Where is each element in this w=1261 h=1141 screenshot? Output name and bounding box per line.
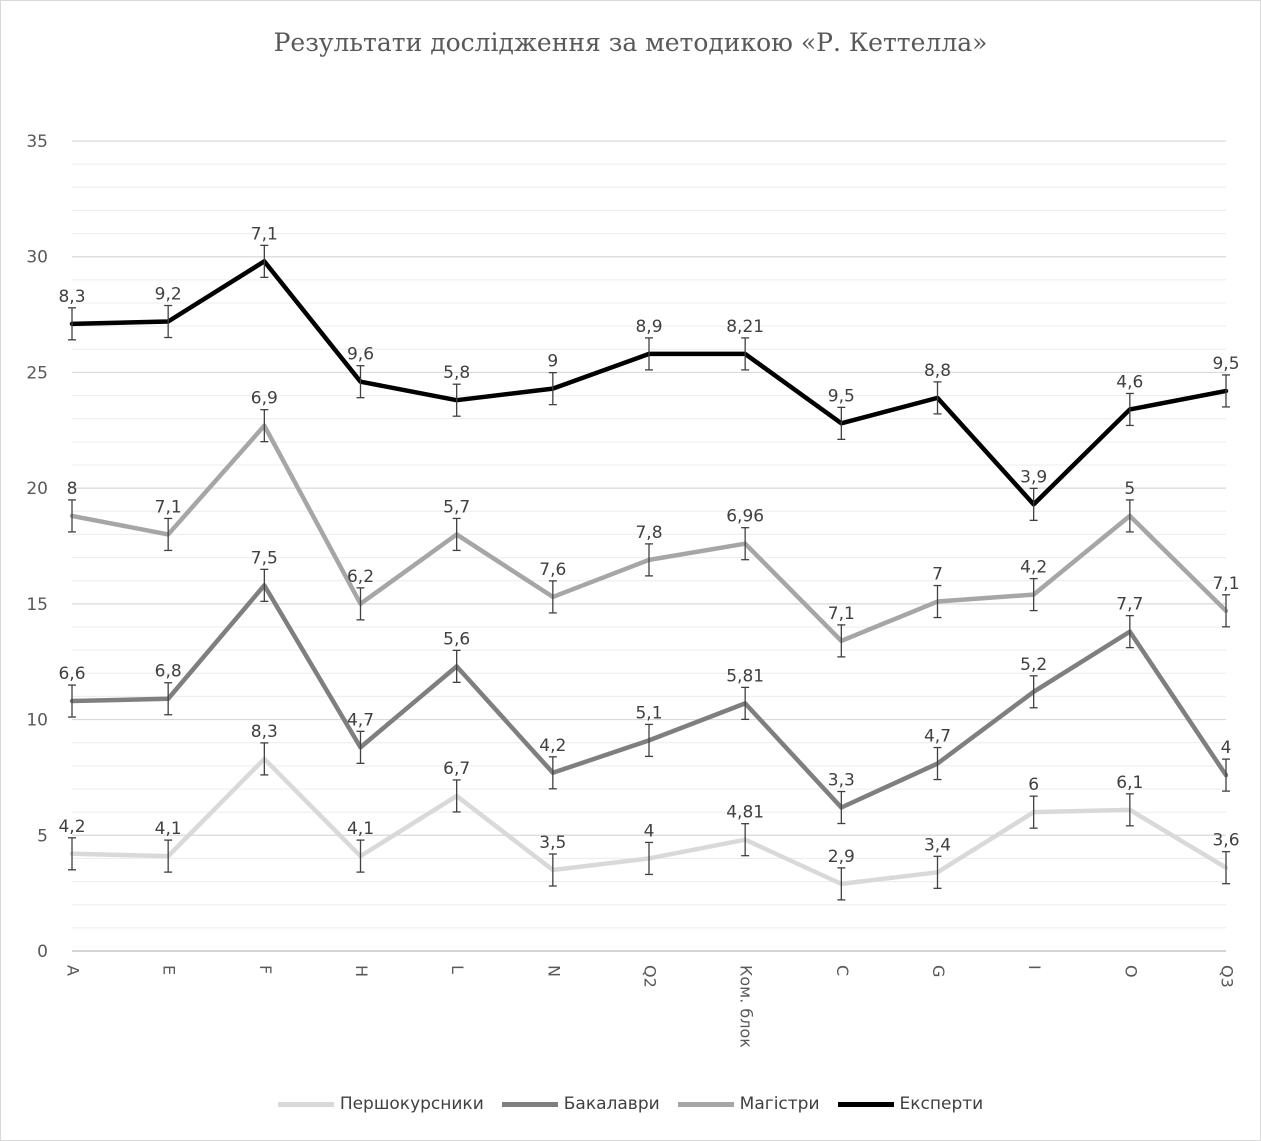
data-label: 6 xyxy=(1028,775,1039,795)
data-label: 7,1 xyxy=(828,604,855,624)
legend-label: Першокурсники xyxy=(339,1094,484,1114)
data-label: 4 xyxy=(1221,738,1232,758)
data-label: 6,9 xyxy=(251,389,278,409)
data-label: 4,7 xyxy=(924,727,951,747)
y-tick-label: 35 xyxy=(26,132,48,152)
legend-item: Експерти xyxy=(837,1094,984,1114)
y-tick-label: 5 xyxy=(37,826,48,846)
legend-label: Експерти xyxy=(899,1094,984,1114)
x-tick-label: L xyxy=(448,965,467,974)
data-label: 3,3 xyxy=(828,771,855,791)
legend: Першокурсники Бакалаври Магістри Експерти xyxy=(0,1094,1261,1114)
data-label: 3,6 xyxy=(1212,831,1239,851)
error-bars xyxy=(68,244,1230,901)
y-tick-label: 10 xyxy=(26,711,48,731)
data-label: 6,96 xyxy=(726,507,764,527)
data-label: 3,5 xyxy=(539,833,566,853)
data-label: 8,3 xyxy=(251,722,278,742)
y-tick-label: 25 xyxy=(26,363,48,383)
x-tick-label: G xyxy=(929,965,948,977)
data-label: 5 xyxy=(1124,479,1135,499)
data-label: 4,6 xyxy=(1116,372,1143,392)
x-tick-label: C xyxy=(833,965,852,976)
data-label: 5,1 xyxy=(635,703,662,723)
data-label: 8 xyxy=(67,479,78,499)
data-label: 7,5 xyxy=(251,548,278,568)
data-label: 5,7 xyxy=(443,497,470,517)
legend-swatch xyxy=(277,1101,334,1107)
data-label: 6,7 xyxy=(443,759,470,779)
y-tick-label: 20 xyxy=(26,479,48,499)
x-tick-label: Q3 xyxy=(1218,965,1237,988)
x-tick-label: I xyxy=(1025,965,1044,970)
data-label: 7 xyxy=(932,565,943,585)
x-tick-label: N xyxy=(544,965,563,977)
data-label: 7,1 xyxy=(1212,574,1239,594)
gridlines xyxy=(72,140,1226,952)
data-label: 8,9 xyxy=(635,317,662,337)
y-tick-label: 15 xyxy=(26,595,48,615)
x-tick-label: Ком. блок xyxy=(737,965,756,1048)
x-tick-label: A xyxy=(64,965,83,976)
y-tick-label: 30 xyxy=(26,248,48,268)
data-labels: 4,2 4,1 8,3 4,1 6,7 3,5 4 4,81 2,9 3,4 6 6,1 3,6 6,6 6… xyxy=(58,224,1239,867)
data-label: 6,1 xyxy=(1116,773,1143,793)
legend-swatch xyxy=(677,1101,734,1107)
x-tick-label: H xyxy=(352,965,371,977)
data-label: 7,6 xyxy=(539,560,566,580)
data-label: 8,3 xyxy=(58,287,85,307)
data-label: 6,2 xyxy=(347,567,374,587)
data-label: 8,21 xyxy=(726,317,764,337)
data-label: 7,8 xyxy=(635,523,662,543)
data-label: 2,9 xyxy=(828,847,855,867)
x-tick-label: O xyxy=(1121,965,1140,978)
legend-item: Магістри xyxy=(677,1094,820,1114)
legend-item: Першокурсники xyxy=(277,1094,484,1114)
series-line xyxy=(69,259,1229,507)
x-tick-label: E xyxy=(160,965,179,975)
data-label: 6,8 xyxy=(155,662,182,682)
data-label: 4,2 xyxy=(58,817,85,837)
data-label: 9,5 xyxy=(828,386,855,406)
x-tick-label: F xyxy=(256,965,275,974)
data-label: 4,1 xyxy=(347,819,374,839)
data-label: 7,7 xyxy=(1116,595,1143,615)
y-axis-ticks: 0 5 10 15 20 25 30 35 xyxy=(26,132,48,962)
legend-swatch xyxy=(837,1101,894,1107)
legend-label: Магістри xyxy=(739,1094,820,1114)
data-label: 8,8 xyxy=(924,361,951,381)
data-label: 5,81 xyxy=(726,666,764,686)
data-label: 4 xyxy=(644,821,655,841)
data-label: 5,6 xyxy=(443,629,470,649)
data-label: 9 xyxy=(547,352,558,372)
data-label: 4,1 xyxy=(155,819,182,839)
legend-item: Бакалаври xyxy=(501,1094,660,1114)
data-label: 3,9 xyxy=(1020,467,1047,487)
line-chart: 0 5 10 15 20 25 30 35 A E F H L N Q2 Ком. блок C G I O Q3 4… xyxy=(26,132,1239,1048)
x-tick-label: Q2 xyxy=(641,965,660,988)
legend-label: Бакалаври xyxy=(563,1094,660,1114)
data-label: 4,2 xyxy=(539,736,566,756)
data-label: 5,8 xyxy=(443,363,470,383)
data-label: 7,1 xyxy=(155,497,182,517)
data-label: 9,6 xyxy=(347,345,374,365)
data-label: 5,2 xyxy=(1020,655,1047,675)
data-label: 4,7 xyxy=(347,710,374,730)
data-label: 9,5 xyxy=(1212,354,1239,374)
data-label: 3,4 xyxy=(924,835,951,855)
y-tick-label: 0 xyxy=(37,942,48,962)
data-label: 9,2 xyxy=(155,285,182,305)
data-label: 7,1 xyxy=(251,224,278,244)
data-label: 4,2 xyxy=(1020,558,1047,578)
data-label: 6,6 xyxy=(58,664,85,684)
data-label: 4,81 xyxy=(726,803,764,823)
x-axis-ticks: A E F H L N Q2 Ком. блок C G I O Q3 xyxy=(64,965,1237,1048)
chart-title: Результати дослідження за методикою «Р. … xyxy=(273,28,988,57)
legend-swatch xyxy=(501,1101,558,1107)
